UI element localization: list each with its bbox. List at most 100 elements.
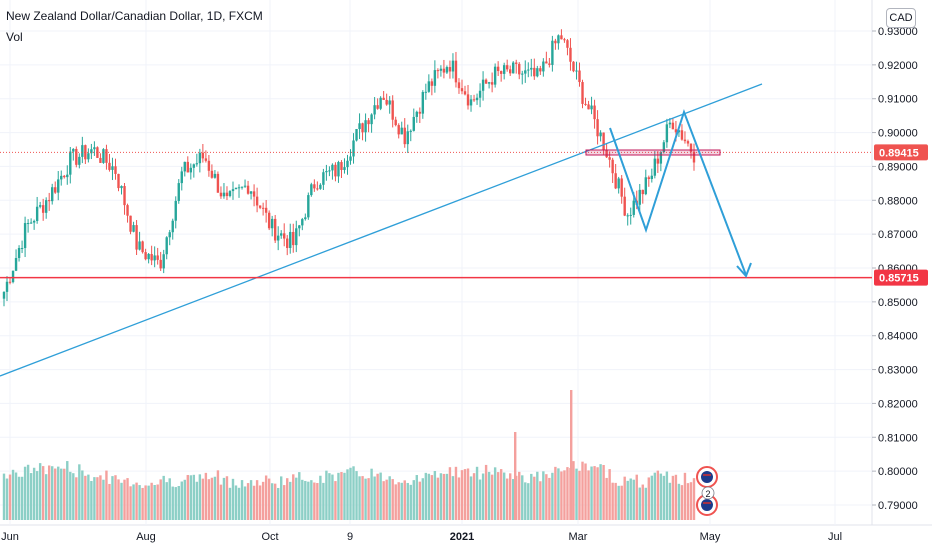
candle-body [433,70,437,86]
volume-bar [180,481,183,520]
volume-bar [54,468,57,520]
volume-bar [186,474,189,520]
volume-bar [189,475,193,520]
price-tick-label: 0.88000 [878,195,918,207]
candle-body [505,65,509,70]
candle-body [632,200,635,215]
volume-bar [412,480,415,520]
candle-body [424,91,428,93]
candle-body [578,70,581,83]
candle-body [216,173,220,193]
volume-bar [397,482,400,520]
volume-bar [207,479,211,520]
candle-body [162,254,165,269]
volume-bar [505,478,509,520]
candle-body [533,67,536,77]
candle-body [225,192,229,197]
volume-bar [662,475,666,520]
volume-bar [451,476,455,520]
projection-arrow[interactable] [736,262,752,278]
volume-bar [44,474,48,520]
volume-bar [174,487,177,520]
candle-body [267,212,271,229]
volume-bar [593,466,596,520]
volume-bar [629,478,632,520]
time-axis[interactable]: Jun Aug Oct 9 2021 Mar May Jul [1,531,842,543]
volume-bar [418,481,422,520]
volume-bar [216,470,220,520]
support-price-tag[interactable] [874,269,928,286]
volume-bar [499,469,503,520]
volume-bar [51,466,54,520]
volume-bar [213,476,217,520]
volume-bar [123,479,126,520]
candle-body [14,258,18,271]
candle-body [23,223,27,249]
candle-body [186,161,189,173]
symbol-title[interactable]: New Zealand Dollar/Canadian Dollar, 1D, … [6,9,263,23]
volume-bar [249,480,253,520]
candle-body [361,123,364,133]
candle-body [572,61,575,72]
projection-path[interactable] [609,108,747,276]
candle-body [484,79,488,84]
candle-body [174,200,177,221]
candle-body [638,189,641,205]
volume-label: Vol [6,30,23,44]
candle-body [463,91,467,95]
candle-body [427,81,431,92]
candle-body [295,228,298,246]
candle-body [168,232,171,238]
candle-body [515,62,518,64]
candle-body [554,40,557,44]
volume-bar [496,472,500,520]
volume-bar [66,461,69,520]
candle-body [370,114,373,125]
candle-body [536,68,539,77]
drawings[interactable]: 2 [0,83,872,516]
volume-bar [183,479,186,520]
volume-bar [135,482,138,520]
volume-bar [632,479,635,520]
badge-count-bubble[interactable] [701,486,715,500]
currency-button[interactable]: CAD [886,8,916,28]
volume-bar [276,487,280,520]
volume-bar [641,484,644,520]
candle-body [240,186,244,188]
candle-body [138,241,141,250]
candle-body [412,116,415,131]
trendline[interactable] [0,83,763,377]
volume-bar [614,482,617,520]
candle-body [527,69,530,71]
candle-body [153,255,156,261]
current-price-tag[interactable] [874,144,928,161]
candle-body [557,35,560,44]
resistance-zone[interactable] [585,149,721,156]
time-tick-label: Jul [828,531,842,543]
volume-bar [108,483,111,520]
candle-body [689,143,693,152]
volume-bar [509,473,512,520]
volume-bar [602,465,605,520]
candle-body [132,225,135,232]
volume-bar [689,482,693,520]
candle-body [135,225,138,250]
volume-bar [63,468,66,520]
volume-bar [623,476,626,520]
price-axis[interactable]: 0.93000 0.92000 0.91000 0.90000 0.89000 0.880… [872,26,928,512]
volume-bar [153,484,156,520]
volume-bar [409,484,412,520]
volume-bar [680,485,684,520]
volume-bar [343,472,346,520]
badge-count: 2 [705,489,710,499]
volume-bar [460,470,464,520]
volume-bar [382,481,385,520]
volume-bar [475,466,479,520]
volume-bar [518,471,521,520]
volume-bar [60,468,63,520]
candle-body [340,162,343,170]
volume-bar [159,479,162,520]
candle-body [283,233,286,239]
volume-bar [626,480,629,520]
